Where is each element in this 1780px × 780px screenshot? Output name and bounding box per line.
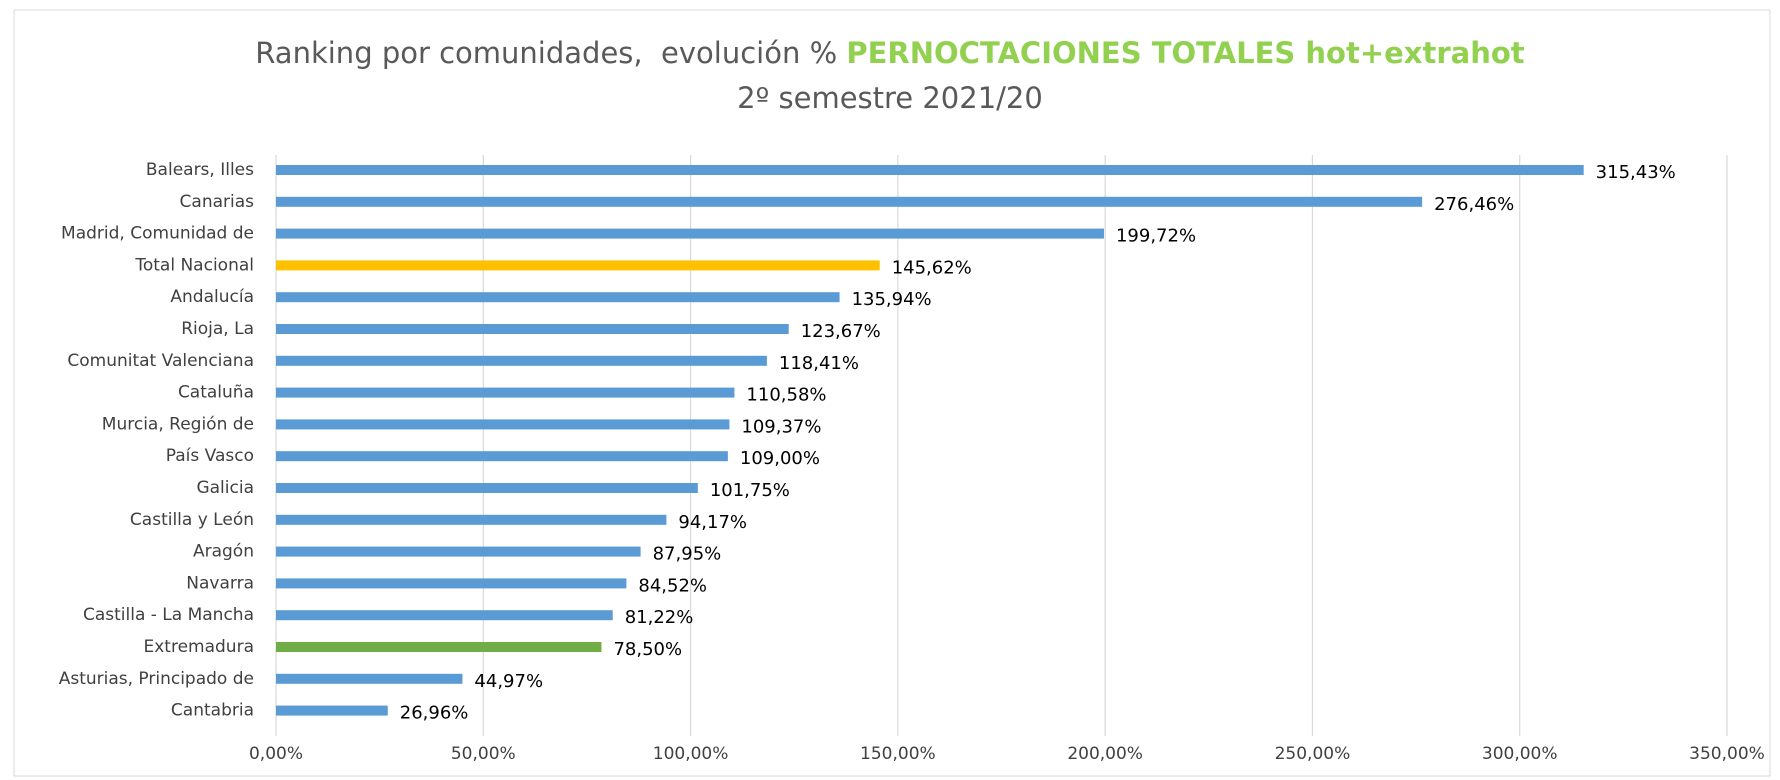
y-tick-label: Murcia, Región de (102, 414, 254, 434)
y-tick-label: Cantabria (171, 701, 254, 721)
data-label: 109,37% (741, 416, 821, 437)
x-tick-label: 300,00% (1482, 744, 1558, 764)
y-tick-label: Galicia (196, 478, 254, 498)
bar (276, 514, 667, 525)
y-tick-label: Andalucía (170, 287, 254, 307)
x-tick-label: 250,00% (1275, 744, 1351, 764)
data-label: 199,72% (1116, 226, 1196, 247)
bar (276, 387, 735, 398)
x-tick-label: 100,00% (653, 744, 729, 764)
y-tick-label: Aragón (193, 542, 254, 562)
bar (276, 228, 1104, 239)
bar (276, 578, 627, 589)
bar (276, 292, 840, 303)
data-label: 276,46% (1434, 194, 1514, 215)
data-label: 94,17% (678, 512, 747, 533)
y-tick-label: Total Nacional (134, 255, 254, 275)
y-tick-label: Cataluña (178, 383, 254, 403)
y-tick-label: Canarias (180, 192, 255, 212)
y-tick-label: Asturias, Principado de (59, 669, 254, 689)
data-label: 118,41% (779, 353, 859, 374)
data-label: 78,50% (613, 639, 682, 660)
bar (276, 642, 602, 652)
y-tick-label: Comunitat Valenciana (67, 351, 254, 371)
bar (276, 260, 880, 271)
bar (276, 355, 767, 366)
bar (276, 419, 730, 430)
data-label: 109,00% (740, 448, 820, 469)
x-tick-label: 350,00% (1689, 744, 1765, 764)
y-tick-label: Navarra (186, 573, 254, 593)
data-label: 110,58% (746, 385, 826, 406)
y-tick-label: País Vasco (166, 446, 254, 466)
bar (276, 451, 728, 462)
bar (276, 546, 641, 557)
bar (276, 705, 388, 716)
bar (276, 610, 613, 621)
data-label: 44,97% (474, 671, 543, 692)
y-tick-label: Castilla - La Mancha (83, 605, 254, 625)
y-tick-label: Rioja, La (181, 319, 254, 339)
data-label: 123,67% (801, 321, 881, 342)
x-tick-label: 50,00% (451, 744, 516, 764)
y-tick-label: Extremadura (144, 637, 255, 657)
title-part: Ranking por comunidades, evolución % (255, 36, 846, 70)
title-highlight: PERNOCTACIONES TOTALES hot+extrahot (846, 36, 1524, 70)
x-tick-label: 0,00% (249, 744, 303, 764)
chart-subtitle: 2º semestre 2021/20 (737, 81, 1043, 115)
bar (276, 324, 789, 334)
data-label: 87,95% (653, 544, 722, 565)
y-tick-label: Balears, Illes (146, 160, 254, 180)
data-label: 81,22% (625, 607, 694, 628)
data-label: 26,96% (400, 703, 469, 724)
bar (276, 483, 698, 493)
bar (276, 165, 1584, 175)
x-tick-label: 150,00% (860, 744, 936, 764)
data-label: 135,94% (852, 289, 932, 310)
x-tick-label: 200,00% (1067, 744, 1143, 764)
data-label: 315,43% (1596, 162, 1676, 183)
y-tick-label: Castilla y León (130, 510, 254, 530)
data-label: 84,52% (638, 575, 707, 596)
data-label: 145,62% (892, 257, 972, 278)
bar (276, 673, 463, 684)
bar (276, 196, 1423, 207)
y-tick-label: Madrid, Comunidad de (61, 224, 254, 244)
chart-title: Ranking por comunidades, evolución % PER… (255, 36, 1525, 70)
data-label: 101,75% (710, 480, 790, 501)
